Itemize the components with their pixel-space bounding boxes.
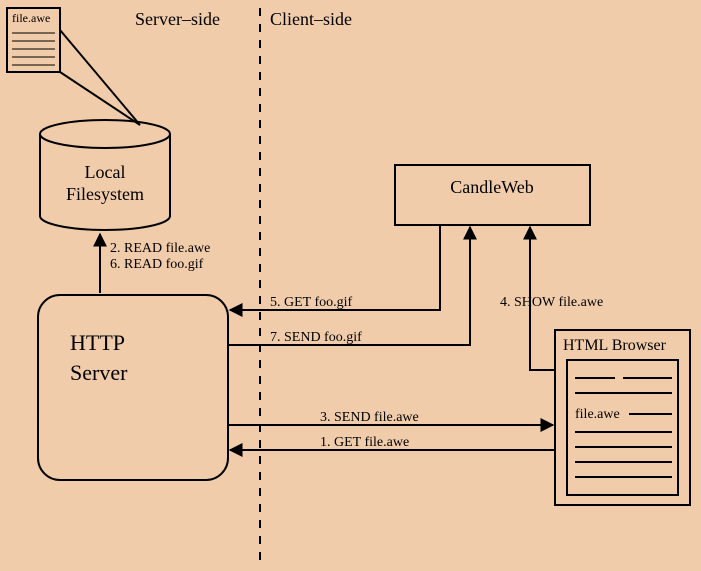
- edge-send-foo: 7. SEND foo.gif: [228, 227, 470, 345]
- local-fs-line2: Filesystem: [66, 184, 144, 204]
- html-browser-label: HTML Browser: [563, 337, 667, 354]
- candleweb-label: CandleWeb: [450, 177, 534, 197]
- server-side-label: Server–side: [135, 9, 220, 29]
- http-server-node: HTTP Server: [38, 295, 228, 480]
- html-browser-node: HTML Browser file.awe: [555, 330, 690, 505]
- http-server-line2: Server: [70, 360, 128, 385]
- edge-get-file: 1. GET file.awe: [230, 435, 555, 450]
- callout-line-1: [60, 30, 140, 125]
- edge-send-file-label: 3. SEND file.awe: [320, 410, 419, 425]
- candleweb-node: CandleWeb: [395, 165, 590, 225]
- edge-show-file-label: 4. SHOW file.awe: [500, 295, 603, 310]
- edge-read: 2. READ file.awe 6. READ foo.gif: [100, 234, 210, 293]
- file-awe-icon: file.awe: [7, 8, 60, 72]
- client-side-label: Client–side: [270, 9, 352, 29]
- html-browser-inner-label: file.awe: [575, 407, 620, 422]
- diagram-canvas: Server–side Client–side file.awe Local F…: [0, 0, 701, 571]
- edge-send-file: 3. SEND file.awe: [228, 410, 553, 425]
- edge-get-file-label: 1. GET file.awe: [320, 435, 409, 450]
- edge-read-label2: 6. READ foo.gif: [110, 257, 204, 272]
- edge-get-foo: 5. GET foo.gif: [230, 225, 440, 310]
- callout-line-2: [60, 72, 140, 125]
- http-server-line1: HTTP: [70, 330, 125, 355]
- edge-read-label1: 2. READ file.awe: [110, 241, 210, 256]
- local-fs-line1: Local: [85, 162, 126, 182]
- file-awe-label: file.awe: [12, 11, 50, 25]
- edge-send-foo-label: 7. SEND foo.gif: [270, 330, 362, 345]
- local-filesystem-node: Local Filesystem: [40, 120, 170, 230]
- edge-get-foo-label: 5. GET foo.gif: [270, 295, 353, 310]
